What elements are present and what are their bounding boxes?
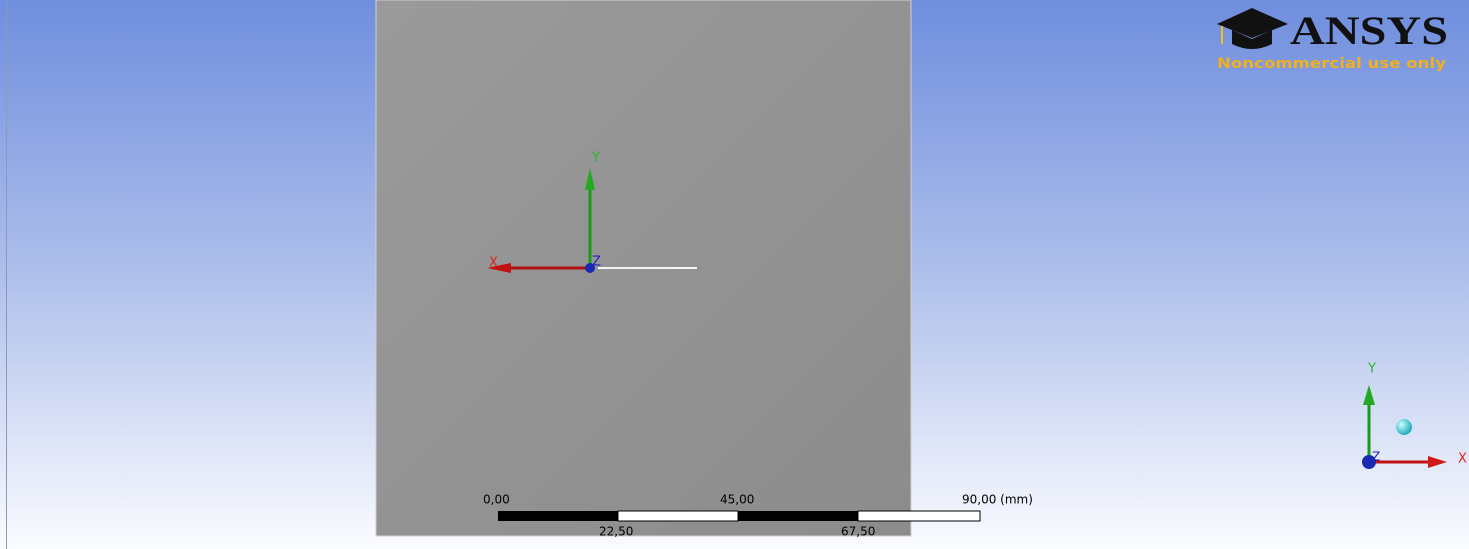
scale-segment	[738, 511, 858, 521]
scale-segment	[858, 511, 980, 521]
axis-label: Z	[592, 255, 601, 270]
axis-label: Y	[591, 151, 600, 166]
axis-label: Z	[1372, 450, 1380, 464]
license-note: Noncommercial use only	[1217, 56, 1446, 72]
page: X Y Z 0,00 45,00 90,00 (mm) 22,50 67,50 …	[0, 0, 1469, 549]
scale-label: 22,50	[599, 525, 633, 539]
logo: ANSYS Noncommercial use only	[1217, 8, 1448, 72]
axis-label: X	[1458, 452, 1467, 467]
axis-label: X	[489, 256, 498, 271]
brand: ANSYS	[1290, 8, 1448, 53]
scale-segment	[618, 511, 738, 521]
scale-label: 67,50	[841, 525, 875, 539]
graphics-window: X Y Z 0,00 45,00 90,00 (mm) 22,50 67,50 …	[0, 0, 1469, 549]
scale-label: 0,00	[483, 493, 510, 507]
axis-label: Y	[1367, 362, 1376, 377]
scale-label: 90,00 (mm)	[962, 493, 1033, 507]
scale-segment	[498, 511, 618, 521]
iso-sphere[interactable]	[1396, 419, 1412, 435]
scale-label: 45,00	[720, 493, 754, 507]
